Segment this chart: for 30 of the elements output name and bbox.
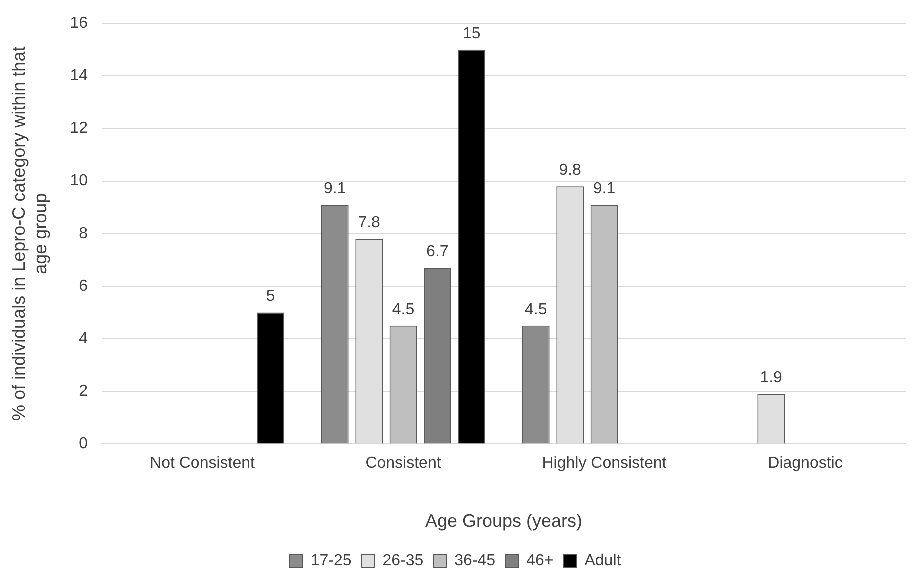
x-tick-label: Consistent xyxy=(366,455,442,472)
y-tick-label: 12 xyxy=(70,120,88,138)
y-tick-label: 8 xyxy=(79,225,88,242)
y-tick-label: 0 xyxy=(79,436,88,453)
x-tick-label: Diagnostic xyxy=(768,455,843,472)
data-label: 6.7 xyxy=(426,243,449,260)
data-label: 9.8 xyxy=(559,162,582,179)
y-tick-label: 10 xyxy=(70,172,88,190)
legend-label: 46+ xyxy=(526,552,554,570)
y-tick-label: 4 xyxy=(79,330,88,348)
x-tick-label: Not Consistent xyxy=(150,455,256,472)
legend-label: 36-45 xyxy=(454,552,496,570)
y-tick-label: 14 xyxy=(70,68,88,85)
data-label: 7.8 xyxy=(358,214,381,232)
y-axis-title: % of individuals in Lepro-C category within that age group xyxy=(8,46,50,421)
legend-label: Adult xyxy=(584,552,622,570)
data-label: 5 xyxy=(266,288,276,306)
data-label: 4.5 xyxy=(525,301,548,318)
data-label: 9.1 xyxy=(593,180,616,198)
y-tick-label: 16 xyxy=(70,15,88,32)
x-axis-title: Age Groups (years) xyxy=(425,511,583,532)
data-label: 9.1 xyxy=(324,180,346,198)
y-tick-label: 6 xyxy=(79,278,88,295)
data-label: 1.9 xyxy=(760,370,783,387)
data-label: 15 xyxy=(462,25,481,42)
x-tick-label: Highly Consistent xyxy=(542,455,668,472)
legend-label: 26-35 xyxy=(382,552,424,570)
legend-label: 17-25 xyxy=(310,552,352,570)
y-tick-label: 2 xyxy=(79,383,88,400)
data-label: 4.5 xyxy=(392,301,415,318)
